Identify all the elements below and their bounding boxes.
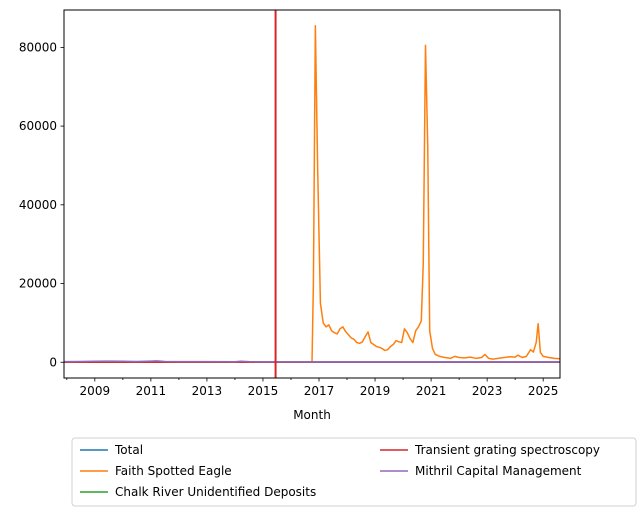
- x-tick-label: 2023: [472, 384, 503, 398]
- y-tick-label: 0: [49, 355, 57, 369]
- y-tick-label: 20000: [19, 277, 57, 291]
- axes-frame: [63, 9, 561, 379]
- plot-area: [64, 10, 560, 378]
- series-line-4: [64, 360, 560, 363]
- x-tick-label: 2011: [136, 384, 167, 398]
- y-tick-label: 60000: [19, 119, 57, 133]
- x-tick-label: 2015: [248, 384, 279, 398]
- legend-entry-label: Mithril Capital Management: [415, 464, 582, 478]
- legend: Total Faith Spotted Eagle Chalk River Unid…: [71, 437, 637, 507]
- legend-box: [71, 437, 637, 507]
- x-tick-label: 2025: [528, 384, 559, 398]
- x-tick-label: 2021: [416, 384, 447, 398]
- legend-entry-label: Transient grating spectroscopy: [414, 443, 600, 457]
- y-tick-label: 40000: [19, 198, 57, 212]
- x-axis-label: Month: [293, 408, 331, 422]
- x-tick-label: 2017: [304, 384, 335, 398]
- legend-entry-label: Faith Spotted Eagle: [115, 464, 232, 478]
- x-tick-label: 2019: [360, 384, 391, 398]
- x-tick-label: 2009: [80, 384, 111, 398]
- series-line-1: [64, 24, 560, 364]
- x-axis: 2009 2011 2013 2015 2017 2019 2021 2023 2025: [66, 378, 559, 398]
- y-axis: 0 20000 40000 60000 80000: [19, 40, 64, 369]
- y-tick-label: 80000: [19, 40, 57, 54]
- x-tick-label: 2013: [192, 384, 223, 398]
- legend-entry-label: Total: [114, 443, 143, 457]
- legend-entry-label: Chalk River Unidentified Deposits: [115, 485, 316, 499]
